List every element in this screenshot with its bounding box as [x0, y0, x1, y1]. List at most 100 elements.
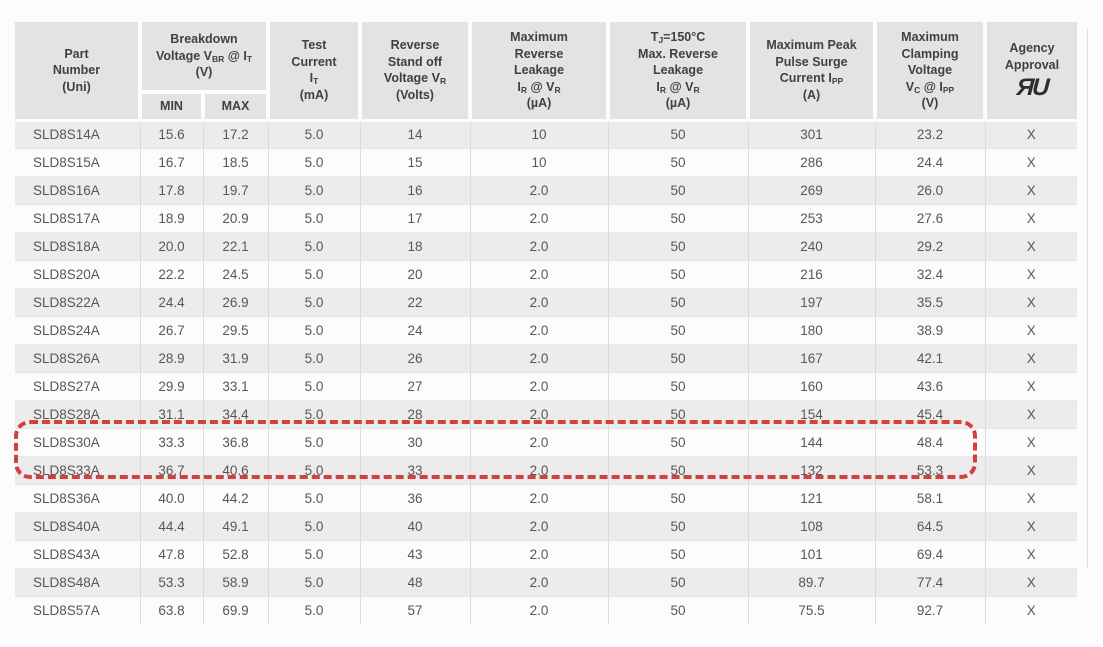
table-row: SLD8S40A 44.4 49.1 5.0 40 2.0 50 108 64.5 X	[15, 511, 1077, 540]
table-row: SLD8S22A 24.4 26.9 5.0 22 2.0 50 197 35.5 X	[15, 287, 1077, 316]
cell-test: 5.0	[267, 371, 360, 400]
col-header-part-number: Part Number (Uni)	[15, 22, 140, 122]
cell-standoff: 27	[359, 371, 470, 400]
cell-leakage: 2.0	[469, 455, 608, 484]
cell-agency: X	[984, 567, 1077, 596]
cell-tj: 50	[607, 175, 748, 204]
cell-clamp: 23.2	[874, 119, 985, 148]
cell-max: 18.5	[202, 147, 268, 176]
cell-leakage: 2.0	[469, 427, 608, 456]
cell-test: 5.0	[267, 147, 360, 176]
cell-clamp: 29.2	[874, 231, 985, 260]
cell-agency: X	[984, 119, 1077, 148]
cell-surge: 75.5	[747, 595, 875, 624]
cell-min: 17.8	[139, 175, 203, 204]
table-row: SLD8S18A 20.0 22.1 5.0 18 2.0 50 240 29.2 X	[15, 231, 1077, 260]
cell-clamp: 69.4	[874, 539, 985, 568]
cell-leakage: 2.0	[469, 315, 608, 344]
cell-min: 33.3	[139, 427, 203, 456]
cell-max: 26.9	[202, 287, 268, 316]
cell-max: 29.5	[202, 315, 268, 344]
cell-max: 17.2	[202, 119, 268, 148]
cell-surge: 89.7	[747, 567, 875, 596]
cell-clamp: 48.4	[874, 427, 985, 456]
cell-leakage: 10	[469, 119, 608, 148]
frame-edge-line	[1087, 28, 1088, 568]
cell-test: 5.0	[267, 259, 360, 288]
cell-part: SLD8S24A	[15, 315, 140, 344]
cell-agency: X	[984, 483, 1077, 512]
cell-min: 63.8	[139, 595, 203, 624]
cell-agency: X	[984, 455, 1077, 484]
cell-surge: 253	[747, 203, 875, 232]
cell-part: SLD8S15A	[15, 147, 140, 176]
cell-leakage: 2.0	[469, 595, 608, 624]
col-header-max: MAX	[201, 92, 268, 122]
cell-test: 5.0	[267, 119, 360, 148]
cell-part: SLD8S36A	[15, 483, 140, 512]
cell-standoff: 36	[359, 483, 470, 512]
cell-min: 18.9	[139, 203, 203, 232]
spec-table-header: Part Number (Uni) Breakdown Voltage VBR @ I…	[15, 22, 1077, 122]
cell-test: 5.0	[267, 455, 360, 484]
cell-leakage: 2.0	[469, 231, 608, 260]
cell-tj: 50	[607, 287, 748, 316]
cell-clamp: 92.7	[874, 595, 985, 624]
cell-test: 5.0	[267, 287, 360, 316]
cell-test: 5.0	[267, 175, 360, 204]
cell-clamp: 32.4	[874, 259, 985, 288]
cell-max: 49.1	[202, 511, 268, 540]
cell-test: 5.0	[267, 511, 360, 540]
cell-test: 5.0	[267, 315, 360, 344]
col-header-max-reverse-leakage: Maximum Reverse Leakage IR @ VR (µA)	[468, 22, 608, 122]
cell-agency: X	[984, 427, 1077, 456]
cell-part: SLD8S18A	[15, 231, 140, 260]
cell-test: 5.0	[267, 427, 360, 456]
cell-tj: 50	[607, 231, 748, 260]
cell-clamp: 24.4	[874, 147, 985, 176]
cell-max: 24.5	[202, 259, 268, 288]
table-row: SLD8S26A 28.9 31.9 5.0 26 2.0 50 167 42.1 X	[15, 343, 1077, 372]
cell-max: 40.6	[202, 455, 268, 484]
cell-surge: 101	[747, 539, 875, 568]
cell-surge: 240	[747, 231, 875, 260]
cell-surge: 144	[747, 427, 875, 456]
cell-agency: X	[984, 343, 1077, 372]
cell-max: 52.8	[202, 539, 268, 568]
cell-tj: 50	[607, 539, 748, 568]
cell-part: SLD8S20A	[15, 259, 140, 288]
cell-standoff: 18	[359, 231, 470, 260]
table-row: SLD8S16A 17.8 19.7 5.0 16 2.0 50 269 26.0 X	[15, 175, 1077, 204]
cell-min: 24.4	[139, 287, 203, 316]
cell-agency: X	[984, 203, 1077, 232]
col-header-agency-approval: Agency Approval ЯU	[983, 22, 1077, 122]
cell-leakage: 2.0	[469, 399, 608, 428]
cell-max: 36.8	[202, 427, 268, 456]
cell-clamp: 43.6	[874, 371, 985, 400]
cell-agency: X	[984, 595, 1077, 624]
cell-min: 31.1	[139, 399, 203, 428]
spec-table: Part Number (Uni) Breakdown Voltage VBR @ I…	[15, 22, 1077, 624]
cell-tj: 50	[607, 483, 748, 512]
cell-tj: 50	[607, 343, 748, 372]
table-row: SLD8S33A 36.7 40.6 5.0 33 2.0 50 132 53.3 X	[15, 455, 1077, 484]
cell-test: 5.0	[267, 483, 360, 512]
cell-part: SLD8S14A	[15, 119, 140, 148]
cell-clamp: 45.4	[874, 399, 985, 428]
table-row: SLD8S27A 29.9 33.1 5.0 27 2.0 50 160 43.6 X	[15, 371, 1077, 400]
cell-min: 29.9	[139, 371, 203, 400]
cell-clamp: 26.0	[874, 175, 985, 204]
cell-agency: X	[984, 371, 1077, 400]
cell-test: 5.0	[267, 203, 360, 232]
cell-part: SLD8S43A	[15, 539, 140, 568]
table-row: SLD8S17A 18.9 20.9 5.0 17 2.0 50 253 27.6 X	[15, 203, 1077, 232]
cell-leakage: 2.0	[469, 203, 608, 232]
cell-agency: X	[984, 147, 1077, 176]
cell-agency: X	[984, 399, 1077, 428]
cell-test: 5.0	[267, 399, 360, 428]
cell-max: 44.2	[202, 483, 268, 512]
cell-leakage: 2.0	[469, 511, 608, 540]
cell-min: 53.3	[139, 567, 203, 596]
cell-tj: 50	[607, 119, 748, 148]
cell-leakage: 2.0	[469, 539, 608, 568]
